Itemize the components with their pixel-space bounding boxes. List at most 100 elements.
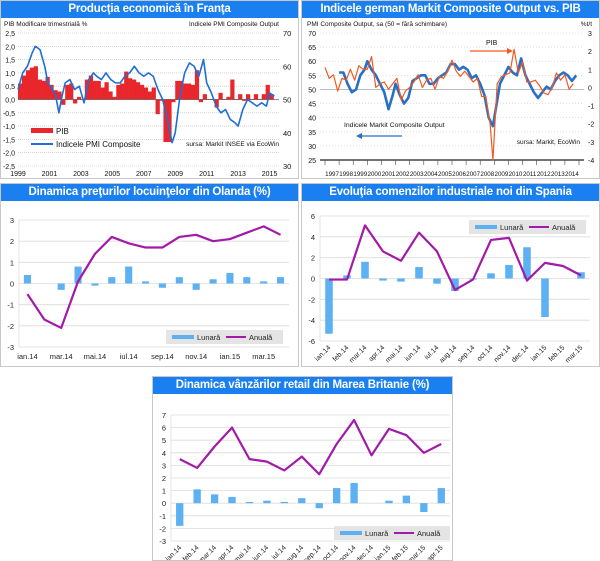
pib-bar xyxy=(128,78,133,100)
x-tick-label: 2001 xyxy=(382,171,396,178)
monthly-bar xyxy=(487,273,495,279)
pib-bar xyxy=(226,96,231,100)
pib-bar xyxy=(159,99,164,101)
monthly-bar xyxy=(57,283,65,290)
left-tick-label: -2,0 xyxy=(3,151,15,158)
y-tick-label: 6 xyxy=(311,212,315,221)
monthly-bar xyxy=(361,261,369,279)
legend-pib-label: PIB xyxy=(56,127,69,136)
annual-line xyxy=(26,225,282,330)
pib-bar xyxy=(198,99,204,103)
x-tick-label: nov.14 xyxy=(493,344,513,364)
x-tick-label: 2007 xyxy=(136,171,152,178)
pib-bar xyxy=(261,94,266,100)
source-note: sursa: Markit, EcoWin xyxy=(517,139,581,146)
x-tick-label: oct.14 xyxy=(476,344,495,363)
left-tick-label: 45 xyxy=(308,102,316,109)
left-tick-label: 1,0 xyxy=(5,71,15,78)
pib-bar xyxy=(120,83,125,100)
monthly-bar xyxy=(175,277,183,284)
right-tick-label: -4 xyxy=(588,158,594,165)
right-tick-label: 3 xyxy=(588,31,592,38)
pib-bar xyxy=(245,94,251,100)
x-tick-label: ian.14 xyxy=(165,544,184,560)
y-tick-label: 7 xyxy=(162,411,166,420)
france-chart-panel: Producţia economică în Franţa PIB Modifi… xyxy=(0,0,299,179)
pib-bar xyxy=(163,99,168,143)
pib-bar xyxy=(155,99,160,115)
legend-box xyxy=(166,330,283,344)
x-tick-label: iun.14 xyxy=(252,544,271,560)
pib-bar xyxy=(187,83,192,100)
left-tick-label: 0,0 xyxy=(5,98,15,105)
right-tick-label: 1 xyxy=(588,67,592,74)
right-axis-title: Indicele PMI Composite Output xyxy=(189,21,279,28)
y-tick-label: -3 xyxy=(159,537,166,546)
pib-bar xyxy=(183,83,188,100)
monthly-bar xyxy=(193,489,201,504)
x-tick-label: feb.15 xyxy=(548,344,567,363)
monthly-bar xyxy=(210,494,219,504)
monthly-bar xyxy=(385,500,393,504)
x-tick-label: dec.14 xyxy=(355,544,375,560)
monthly-bar xyxy=(176,503,184,526)
pmi-arrow-head xyxy=(356,133,362,139)
monthly-bar xyxy=(74,266,82,284)
x-tick-label: mar.14 xyxy=(50,352,73,361)
left-tick-label: 60 xyxy=(308,59,316,66)
legend-box xyxy=(334,526,450,540)
x-tick-label: iul.14 xyxy=(120,352,138,361)
x-tick-label: 2014 xyxy=(565,171,579,178)
monthly-bar xyxy=(158,283,166,288)
right-tick-label: -2 xyxy=(588,122,594,129)
monthly-bar xyxy=(402,495,411,504)
x-tick-label: 2015 xyxy=(262,171,278,178)
pib-bar xyxy=(151,87,156,100)
monthly-bar xyxy=(350,483,358,504)
pib-bar xyxy=(131,79,137,100)
right-axis-title: %t/t xyxy=(581,21,592,28)
x-tick-label: mar.15 xyxy=(564,344,584,364)
pmi-line xyxy=(339,57,578,128)
monthly-bar xyxy=(209,279,217,284)
x-tick-label: apr.14 xyxy=(217,544,236,560)
right-tick-label: 30 xyxy=(283,162,291,171)
pib-bar xyxy=(69,83,74,100)
legend-box xyxy=(469,220,586,234)
y-tick-label: 1 xyxy=(162,487,166,496)
monthly-bar xyxy=(332,488,341,504)
x-tick-label: feb.14 xyxy=(332,344,351,363)
france-chart: PIB Modificare trimestrială % Indicele PM… xyxy=(3,21,291,178)
annual-line xyxy=(329,224,582,292)
pib-bar xyxy=(18,83,23,100)
monthly-bar xyxy=(433,278,441,284)
x-tick-label: 2006 xyxy=(452,171,466,178)
pmi-annotation: Indicele Markit Composite Output xyxy=(344,122,445,129)
x-tick-label: sep.14 xyxy=(303,544,323,560)
left-tick-label: -0,5 xyxy=(3,111,15,118)
right-tick-label: 2 xyxy=(588,49,592,56)
germany-chart-title: Indicele german Markit Composite Output … xyxy=(302,1,599,18)
pib-bar xyxy=(49,84,54,100)
pib-bar xyxy=(112,96,117,100)
x-tick-label: dec.14 xyxy=(511,344,531,364)
y-tick-label: 0 xyxy=(162,499,166,508)
right-tick-label: 50 xyxy=(283,96,291,105)
x-tick-label: 2010 xyxy=(509,171,523,178)
germany-chart: PMI Composite Output, sa (50 = fără schi… xyxy=(307,21,594,178)
y-tick-label: -1 xyxy=(159,512,166,521)
monthly-bar xyxy=(415,267,423,279)
spain-chart-title: Evoluţia comenzilor industriale noi din … xyxy=(302,184,599,201)
pib-bar xyxy=(147,91,152,100)
x-tick-label: mar.15 xyxy=(252,352,275,361)
left-tick-label: 40 xyxy=(308,116,316,123)
x-tick-label: 2012 xyxy=(537,171,551,178)
pib-annotation: PIB xyxy=(486,40,498,47)
y-tick-label: -3 xyxy=(7,343,14,352)
legend-pib-swatch xyxy=(31,128,53,133)
monthly-bar xyxy=(280,501,289,504)
x-tick-label: 1997 xyxy=(325,171,339,178)
spain-chart-panel: Evoluţia comenzilor industriale noi din … xyxy=(301,183,600,367)
pib-bar xyxy=(202,94,207,100)
